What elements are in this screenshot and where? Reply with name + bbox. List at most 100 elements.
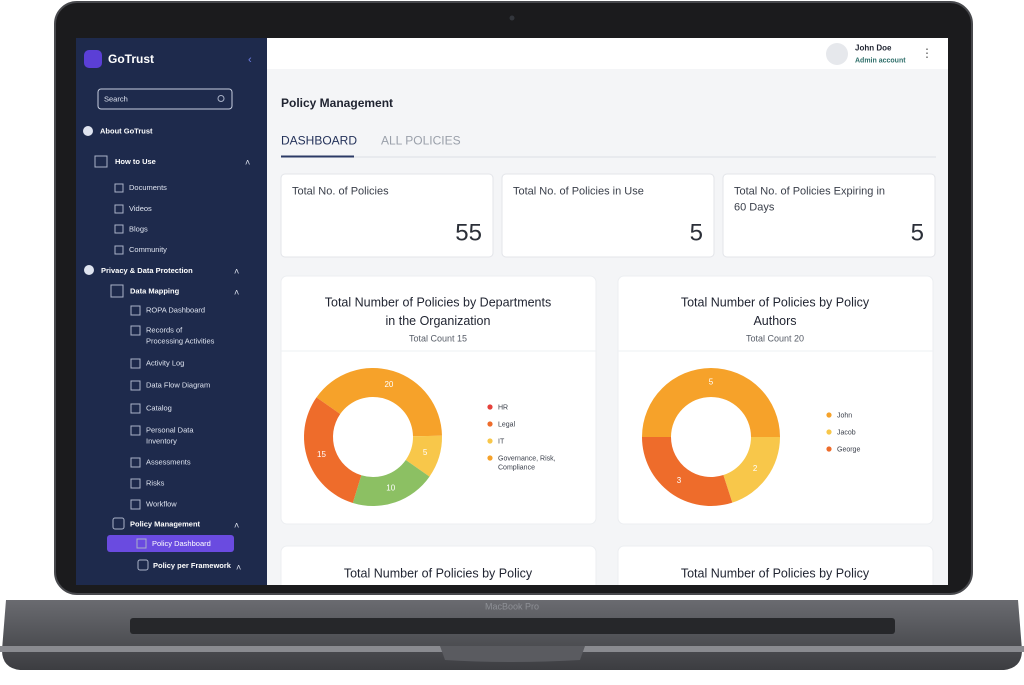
icon: [130, 380, 141, 391]
chart-subtitle: Total Count 15: [409, 333, 467, 343]
stat-value: 55: [455, 219, 482, 246]
nav-item[interactable]: Blogs: [129, 224, 148, 233]
chart-card: [280, 545, 597, 585]
chart-title: Authors: [753, 314, 796, 328]
nav-item-active[interactable]: Policy Dashboard: [152, 539, 211, 548]
menu[interactable]: ⋮: [921, 46, 933, 60]
chart-card: [280, 275, 597, 525]
donut-segment: [642, 368, 780, 437]
notch: [440, 646, 585, 662]
nav-item[interactable]: Processing Activities: [146, 336, 215, 345]
icon: [114, 204, 124, 214]
chart-title: Total Number of Policies by Policy: [344, 566, 533, 580]
nav-item[interactable]: Records of: [146, 325, 183, 334]
avatar[interactable]: [826, 43, 848, 65]
icon: [130, 358, 141, 369]
nav-item[interactable]: How to Use: [115, 157, 156, 166]
user-name: John Doe: [855, 44, 892, 53]
search-icon: [217, 95, 225, 102]
icon: [130, 478, 141, 489]
nav-item[interactable]: Activity Log: [146, 358, 184, 367]
sidebar: [76, 38, 267, 585]
segment-label: 15: [317, 450, 326, 459]
legend-label: Governance, Risk,: [498, 455, 556, 462]
segment-label: 10: [386, 484, 395, 493]
nav-item[interactable]: Community: [129, 245, 167, 254]
legend-label: Legal: [498, 421, 516, 428]
stat-value: 5: [690, 219, 703, 246]
chart-subtitle: Total Count 20: [746, 333, 804, 343]
search-box[interactable]: [97, 88, 233, 110]
legend-label: Compliance: [498, 464, 535, 471]
stat-title: Total No. of Policies Expiring in: [734, 185, 885, 197]
chevron: ˄: [234, 287, 239, 297]
legend-dot: [826, 446, 832, 452]
nav-item[interactable]: Workflow: [146, 499, 177, 508]
donut-segment: [405, 435, 443, 477]
legend-dot: [487, 404, 493, 410]
page-title: Policy Management: [281, 96, 393, 110]
user-role: Admin account: [855, 57, 906, 64]
tab[interactable]: ALL POLICIES: [381, 134, 461, 148]
search-placeholder[interactable]: Search: [104, 94, 128, 103]
icon: [130, 305, 141, 316]
legend-dot: [826, 412, 832, 418]
icon: [84, 265, 94, 275]
chart-card: [617, 275, 934, 525]
nav-item[interactable]: About GoTrust: [100, 126, 153, 135]
nav-item[interactable]: Privacy & Data Protection: [101, 266, 193, 275]
icon: [137, 559, 149, 571]
nav-item[interactable]: Data Mapping: [130, 286, 180, 295]
nav-item[interactable]: ROPA Dashboard: [146, 305, 205, 314]
data-mapping-items: ROPA Dashboard Records of Processing Activ…: [130, 305, 215, 510]
chevron: ˄: [234, 520, 239, 530]
icon: [112, 517, 125, 530]
legend-dot: [487, 421, 493, 427]
icon: [130, 499, 141, 510]
donut-segment: [642, 437, 733, 506]
device-label: MacBook Pro: [485, 601, 539, 611]
legend-label: John: [837, 412, 852, 419]
donut-segment: [352, 459, 430, 506]
nav-item[interactable]: Documents: [129, 183, 167, 192]
nav-item[interactable]: Videos: [129, 204, 152, 213]
collapse[interactable]: ‹: [248, 54, 252, 66]
segment-label: 2: [753, 464, 758, 473]
donut-segment: [316, 368, 442, 437]
chart-title: Total Number of Policies by Policy: [681, 566, 870, 580]
nav-item[interactable]: Policy per Framework: [153, 561, 232, 570]
chevron: ˄: [245, 157, 250, 167]
legend-dot: [826, 429, 832, 435]
nav-item[interactable]: Inventory: [146, 436, 177, 445]
chart-title: Total Number of Policies by Departments: [325, 295, 551, 309]
legend-label: Jacob: [837, 429, 856, 436]
stat-card: [501, 173, 715, 258]
nav-item[interactable]: Personal Data: [146, 425, 194, 434]
nav-item[interactable]: Data Flow Diagram: [146, 380, 210, 389]
icon: [136, 538, 147, 549]
nav-item[interactable]: Risks: [146, 478, 165, 487]
donut-segment: [304, 397, 362, 503]
chevron: ˄: [234, 266, 239, 276]
tab-active[interactable]: DASHBOARD: [281, 134, 357, 148]
legend-dot: [487, 438, 493, 444]
icon: [114, 183, 124, 193]
icon: [94, 155, 108, 168]
nav-item[interactable]: Policy Management: [130, 519, 201, 528]
screen: GoTrust ‹ Search About GoTrust How to Us…: [76, 38, 948, 585]
chart-title: Total Number of Policies by Policy: [681, 295, 870, 309]
nav-item[interactable]: Catalog: [146, 403, 172, 412]
stat-card: [722, 173, 936, 258]
legend-label: HR: [498, 404, 508, 411]
stat-title: Total No. of Policies: [292, 185, 389, 197]
icon: [114, 245, 124, 255]
icon: [130, 325, 141, 336]
camera: [509, 15, 515, 21]
legend-label: IT: [498, 438, 505, 445]
icon: [114, 224, 124, 234]
segment-label: 5: [423, 448, 428, 457]
nav-item[interactable]: Assessments: [146, 457, 191, 466]
brand: GoTrust: [108, 52, 154, 66]
chevron: ˄: [236, 562, 241, 572]
